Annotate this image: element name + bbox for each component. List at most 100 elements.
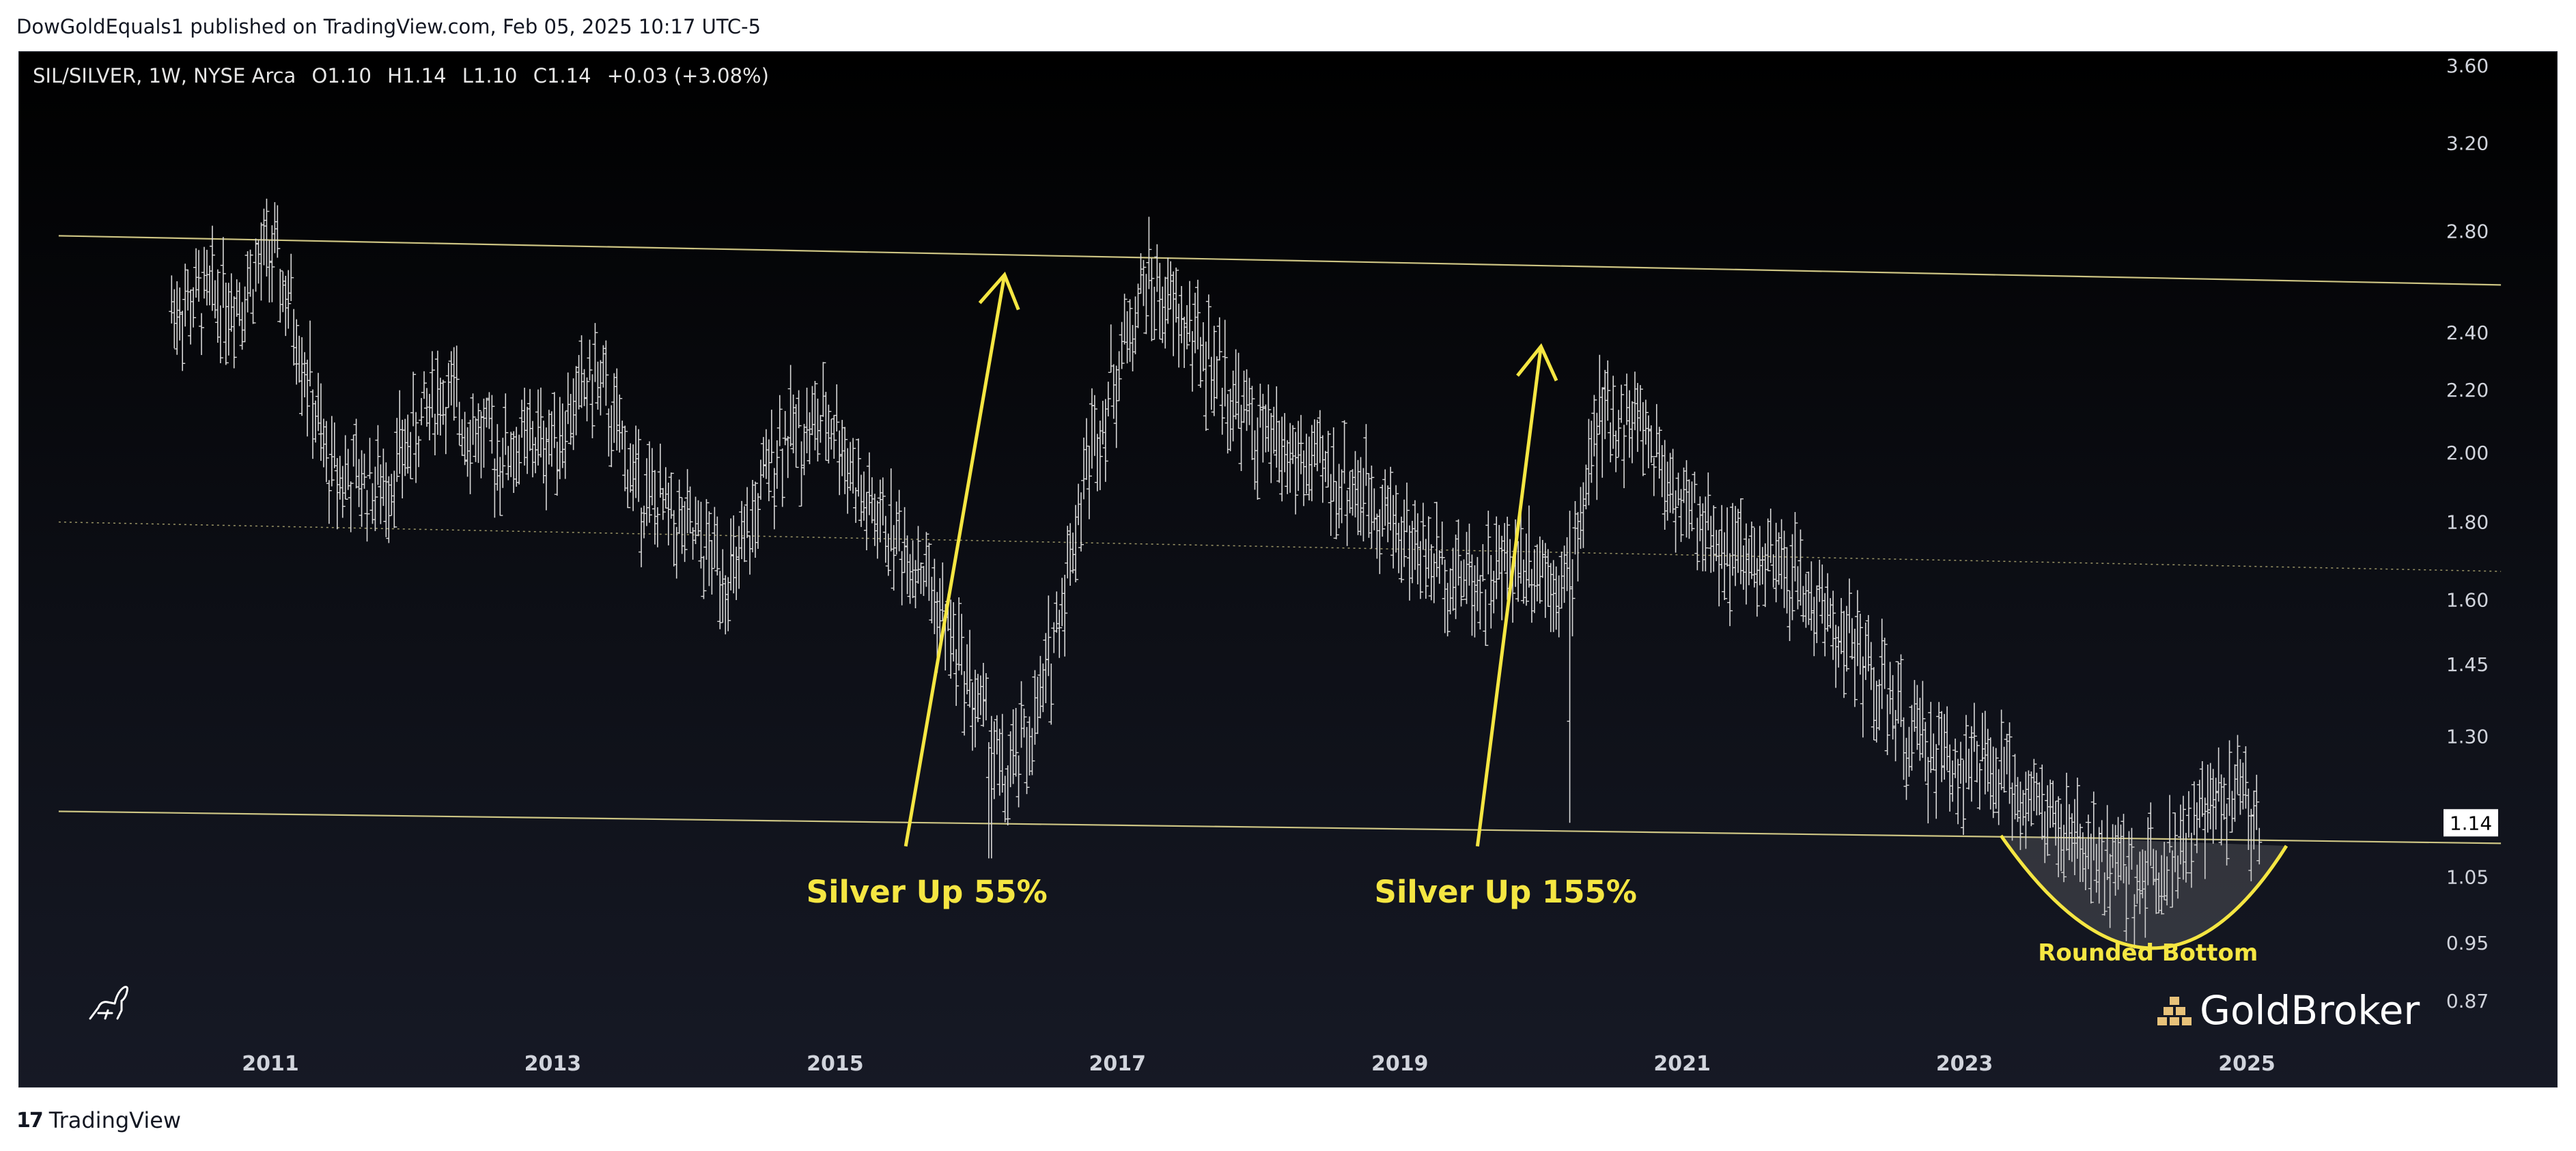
- ohlc-bar: [1531, 549, 1537, 614]
- ohlc-bar: [503, 393, 509, 455]
- ohlc-bar: [1366, 473, 1372, 538]
- ohlc-bar: [1748, 522, 1754, 580]
- ohlc-bar: [2142, 851, 2148, 938]
- ohlc-bar: [1219, 387, 1225, 435]
- ohlc-bar: [291, 309, 297, 366]
- ohlc-bar: [191, 287, 197, 328]
- ohlc-bar: [842, 427, 848, 494]
- ohlc-bar: [551, 392, 557, 449]
- ohlc-bar: [1659, 444, 1665, 498]
- ohlc-bar: [386, 476, 392, 543]
- ohlc-bar: [2012, 754, 2018, 820]
- ohlc-bar: [1979, 713, 1985, 762]
- ohlc-bar: [345, 449, 351, 490]
- annotation-label: Rounded Bottom: [2038, 939, 2258, 967]
- ohlc-bar: [383, 462, 389, 537]
- ohlc-bar: [1697, 496, 1703, 541]
- tradingview-label: TradingView: [48, 1107, 182, 1133]
- x-tick-label: 2019: [1371, 1052, 1429, 1076]
- ohlc-bar: [1420, 502, 1426, 550]
- ohlc-bar: [630, 444, 636, 511]
- ohlc-bar: [394, 418, 400, 482]
- ohlc-bar: [1955, 758, 1961, 825]
- ohlc-bar: [1455, 519, 1461, 586]
- ohlc-bar: [996, 728, 1003, 796]
- ohlc-bar: [1303, 434, 1309, 494]
- ohlc-bar: [1950, 760, 1956, 802]
- ohlc-bar: [1567, 511, 1573, 823]
- ohlc-bar: [408, 431, 414, 479]
- ohlc-bar: [1168, 261, 1174, 309]
- chart-panel[interactable]: Silver Up 55% Silver Up 155% Rounded Botto…: [18, 51, 2558, 1088]
- legend-open: O1.10: [311, 64, 372, 87]
- ohlc-bar: [171, 289, 178, 349]
- ohlc-bar: [1124, 311, 1130, 364]
- ohlc-bar: [565, 372, 571, 425]
- ohlc-bar: [1333, 481, 1339, 539]
- ohlc-bar: [1965, 748, 1972, 790]
- ohlc-bar: [1377, 509, 1383, 574]
- ohlc-bar: [1108, 324, 1114, 373]
- ohlc-bar: [2232, 764, 2238, 822]
- ohlc-bar: [1578, 487, 1584, 549]
- ohlc-bar: [1040, 663, 1046, 713]
- ohlc-bar: [2131, 894, 2138, 949]
- ohlc-bar: [356, 459, 362, 507]
- ohlc-bar: [1629, 401, 1635, 464]
- ohlc-bar: [1162, 276, 1168, 349]
- ohlc-bar: [1662, 440, 1668, 530]
- ohlc-bar: [2129, 827, 2135, 870]
- ohlc-bar: [1871, 667, 1877, 741]
- ohlc-bar: [1480, 544, 1486, 582]
- ohlc-bar: [1444, 582, 1451, 637]
- ohlc-bar: [1311, 419, 1317, 468]
- ohlc-bar: [1689, 481, 1695, 532]
- ohlc-bar: [537, 387, 544, 458]
- ohlc-bar: [1936, 702, 1942, 745]
- ohlc-bar: [1901, 717, 1907, 780]
- ohlc-bar: [1692, 471, 1698, 503]
- ohlc-bar: [1740, 545, 1746, 590]
- ohlc-bar: [776, 395, 783, 446]
- ohlc-bar: [595, 361, 601, 410]
- ohlc-bar: [1073, 505, 1079, 582]
- ohlc-bar: [774, 440, 780, 489]
- ohlc-bar: [1306, 436, 1312, 501]
- ohlc-bar: [1947, 744, 1953, 812]
- ohlc-bar: [1483, 589, 1489, 646]
- ohlc-bar: [285, 270, 292, 329]
- ohlc-bar: [369, 483, 376, 524]
- ohlc-bar: [929, 576, 935, 624]
- tradingview-footer[interactable]: 17 TradingView: [16, 1107, 181, 1133]
- ohlc-bar: [326, 480, 332, 524]
- ohlc-bar: [654, 507, 660, 548]
- ohlc-bar: [768, 410, 774, 464]
- ohlc-bar: [470, 393, 476, 445]
- ohlc-bar: [1197, 337, 1203, 388]
- ohlc-bar: [1347, 471, 1353, 513]
- ohlc-bar: [1255, 417, 1261, 500]
- ohlc-bar: [877, 479, 883, 543]
- ohlc-bar: [988, 715, 994, 859]
- ohlc-bar: [1808, 561, 1815, 631]
- ohlc-bar: [209, 225, 215, 311]
- ohlc-bar: [1325, 431, 1331, 488]
- ohlc-bar: [481, 398, 487, 468]
- ohlc-bar: [1360, 468, 1367, 542]
- ohlc-bar: [1822, 593, 1828, 657]
- ohlc-bar: [497, 457, 503, 516]
- ohlc-bar: [432, 414, 438, 455]
- ohlc-bar: [962, 671, 968, 736]
- ohlc-bar: [1958, 741, 1964, 784]
- ohlc-bar: [1319, 435, 1326, 503]
- ohlc-bar: [1187, 281, 1193, 342]
- price-chart[interactable]: Silver Up 55% Silver Up 155% Rounded Botto…: [19, 52, 2557, 1087]
- ohlc-bar: [1089, 388, 1095, 469]
- ohlc-bar: [1694, 517, 1700, 571]
- ohlc-bar: [1569, 559, 1576, 637]
- ohlc-bar: [2074, 778, 2080, 859]
- ohlc-bar: [223, 283, 229, 365]
- ohlc-bar: [1817, 559, 1823, 602]
- ohlc-bar: [557, 397, 563, 479]
- ohlc-bar: [1862, 622, 1868, 681]
